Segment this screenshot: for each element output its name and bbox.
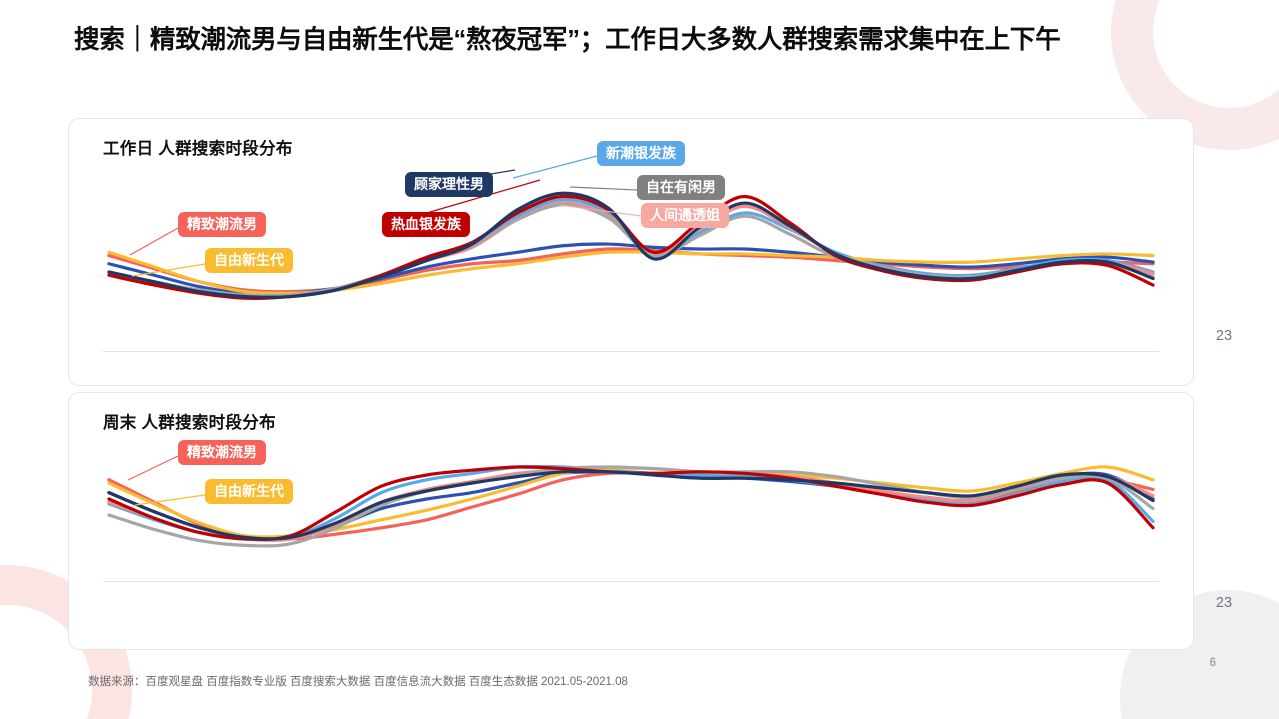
chart-callout-badge: 自在有闲男 <box>637 175 725 201</box>
weekday-chart-title: 工作日 人群搜索时段分布 <box>103 140 293 158</box>
weekend-axis-line <box>103 581 1159 582</box>
chart-callout-badge: 精致潮流男 <box>178 440 266 466</box>
chart-callout-badge: 顾家理性男 <box>405 172 493 198</box>
chart-callout-badge: 新潮银发族 <box>597 141 685 167</box>
weekday-line-chart <box>69 153 1193 343</box>
weekend-plot-area <box>69 423 1193 605</box>
weekend-line-chart <box>69 423 1193 605</box>
series-line <box>109 471 1153 539</box>
weekday-axis-line <box>103 351 1159 352</box>
data-source-footer: 数据来源：百度观星盘 百度指数专业版 百度搜索大数据 百度信息流大数据 百度生态… <box>88 676 628 688</box>
page-title: 搜索｜精致潮流男与自由新生代是“熬夜冠军”；工作日大多数人群搜索需求集中在上下午 <box>74 26 1061 54</box>
chart-callout-badge: 人间通透姐 <box>641 203 729 229</box>
series-line <box>109 193 1153 297</box>
series-line <box>109 249 1153 292</box>
chart-callout-badge: 热血银发族 <box>382 212 470 238</box>
page-number: 6 <box>1209 657 1216 669</box>
x-tick-23: 23 <box>1215 595 1233 611</box>
series-line <box>109 467 1153 546</box>
weekend-chart-title: 周末 人群搜索时段分布 <box>103 414 276 432</box>
x-tick-23: 23 <box>1215 328 1233 344</box>
weekend-chart-card: 周末 人群搜索时段分布 <box>68 392 1194 650</box>
chart-callout-badge: 自由新生代 <box>205 248 293 274</box>
series-line <box>109 252 1153 294</box>
weekday-plot-area <box>69 153 1193 343</box>
chart-callout-badge: 自由新生代 <box>205 479 293 505</box>
chart-callout-badge: 精致潮流男 <box>178 212 266 238</box>
